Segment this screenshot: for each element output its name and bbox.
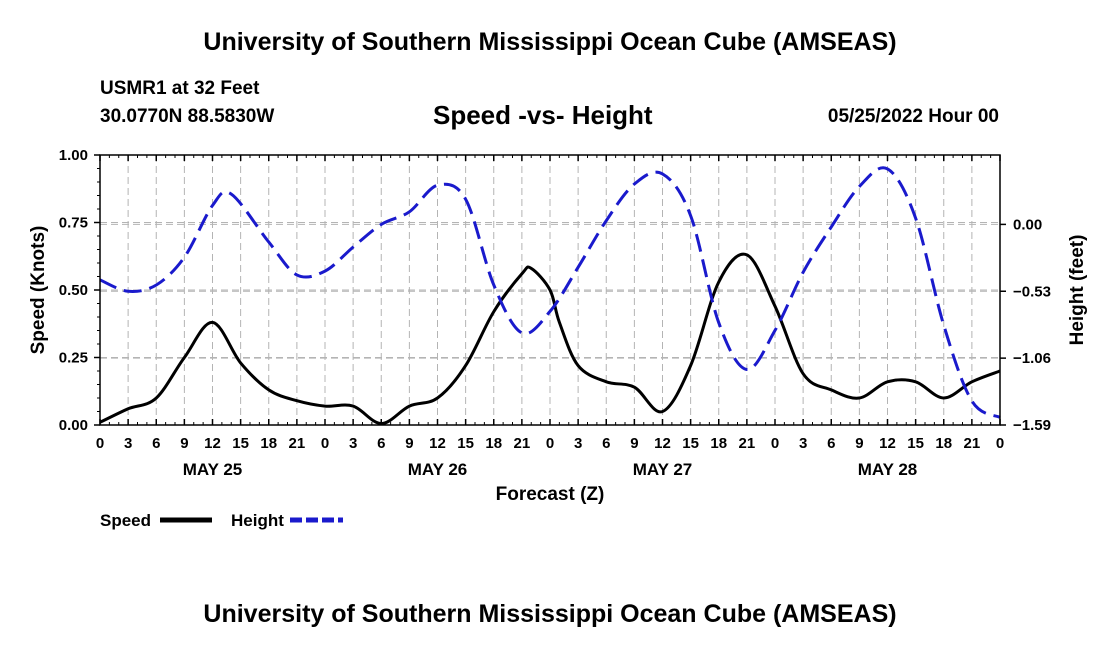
y2-tick-label: −1.06: [1013, 350, 1051, 367]
chart-title: Speed -vs- Height: [433, 100, 653, 130]
y-axis-title: Speed (Knots): [28, 226, 49, 355]
y-tick-label: 0.75: [59, 215, 88, 232]
y-tick-label: 1.00: [59, 147, 88, 164]
x-tick-label: 3: [799, 435, 807, 452]
y2-tick-label: −1.59: [1013, 417, 1051, 434]
x-tick-label: 6: [377, 435, 385, 452]
x-tick-label: 3: [349, 435, 357, 452]
y2-tick-label: −0.53: [1013, 283, 1051, 300]
top-title: University of Southern Mississippi Ocean…: [203, 28, 897, 56]
day-label: MAY 25: [183, 460, 243, 479]
x-tick-label: 6: [152, 435, 160, 452]
y-tick-label: 0.00: [59, 417, 88, 434]
y-tick-label: 0.50: [59, 282, 88, 299]
location-label: 30.0770N 88.5830W: [100, 106, 275, 127]
y-tick-label: 0.25: [59, 350, 88, 367]
x-tick-label: 12: [204, 435, 221, 452]
x-tick-label: 0: [96, 435, 104, 452]
y2-tick-label: 0.00: [1013, 216, 1042, 233]
x-tick-label: 15: [682, 435, 699, 452]
x-tick-label: 3: [124, 435, 132, 452]
x-tick-label: 21: [514, 435, 531, 452]
y2-axis-title: Height (feet): [1067, 235, 1088, 346]
x-tick-label: 12: [429, 435, 446, 452]
x-tick-label: 15: [232, 435, 249, 452]
x-tick-label: 3: [574, 435, 582, 452]
x-tick-label: 9: [855, 435, 863, 452]
x-tick-label: 18: [710, 435, 727, 452]
day-label: MAY 26: [408, 460, 468, 479]
x-tick-label: 6: [827, 435, 835, 452]
speed-height-chart: 0 3 6 9 12 15 18 21 0 3 6 9 12 15 18 21 0 3 6 9 12 15 18 21 0 3 6 9…: [28, 147, 1088, 530]
x-tick-label: 6: [602, 435, 610, 452]
x-tick-label: 9: [180, 435, 188, 452]
legend-height-label: Height: [231, 511, 284, 530]
day-label: MAY 27: [633, 460, 693, 479]
station-label: USMR1 at 32 Feet: [100, 78, 260, 99]
x-tick-label: 9: [405, 435, 413, 452]
axis-labels: 0 3 6 9 12 15 18 21 0 3 6 9 12 15 18 21 0 3 6 9 12 15 18 21 0 3 6 9…: [28, 147, 1088, 530]
x-tick-label: 18: [485, 435, 502, 452]
x-tick-label: 0: [321, 435, 329, 452]
x-tick-label: 0: [546, 435, 554, 452]
x-tick-label: 0: [771, 435, 779, 452]
x-tick-label: 18: [935, 435, 952, 452]
height-series-line: [99, 166, 1001, 419]
x-tick-label: 15: [457, 435, 474, 452]
chart-series: [99, 166, 1001, 426]
chart-grid: [100, 155, 1000, 425]
x-tick-label: 18: [260, 435, 277, 452]
run-time-label: 05/25/2022 Hour 00: [827, 106, 999, 127]
axis-ticks: [94, 154, 1006, 426]
x-axis-title: Forecast (Z): [496, 484, 605, 505]
x-tick-label: 15: [907, 435, 924, 452]
speed-series-line: [99, 252, 1001, 426]
x-tick-label: 12: [879, 435, 896, 452]
x-tick-label: 21: [289, 435, 306, 452]
x-tick-label: 21: [739, 435, 756, 452]
bottom-title: University of Southern Mississippi Ocean…: [203, 600, 897, 628]
x-tick-label: 21: [964, 435, 981, 452]
x-tick-label: 0: [996, 435, 1004, 452]
legend-speed-label: Speed: [100, 511, 151, 530]
x-tick-label: 12: [654, 435, 671, 452]
day-label: MAY 28: [858, 460, 918, 479]
x-tick-label: 9: [630, 435, 638, 452]
